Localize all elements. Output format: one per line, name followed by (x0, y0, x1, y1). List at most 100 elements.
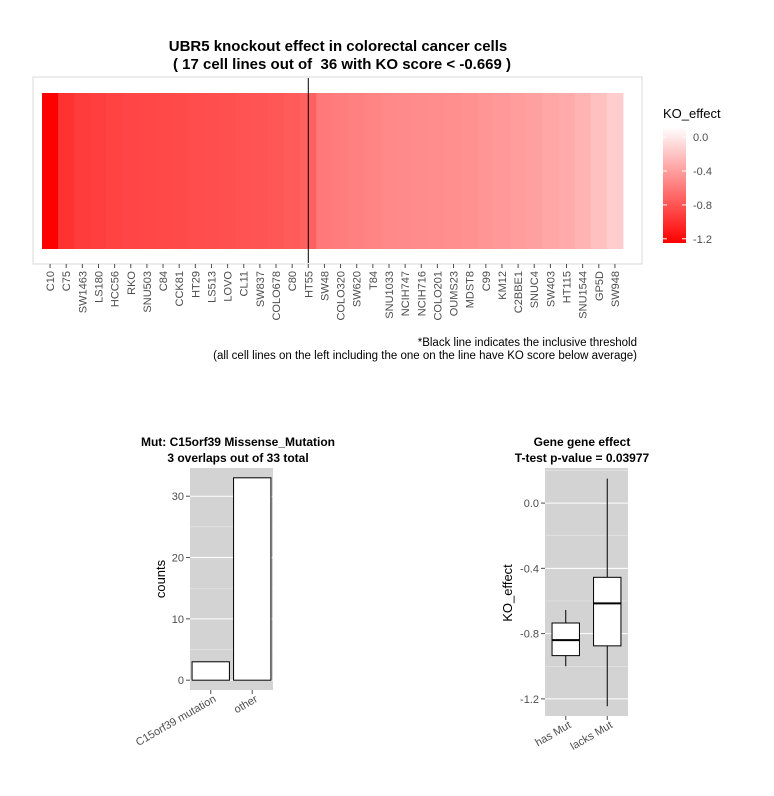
heatmap-cell-colo201 (429, 93, 446, 249)
heatmap-cell-rko (122, 93, 140, 249)
heatmap-tick-label-ls513: LS513 (206, 271, 218, 303)
legend-tick-label-2: -0.8 (693, 200, 712, 212)
heatmap-cell-ls180 (90, 93, 107, 249)
heatmap-cell-c75 (58, 93, 75, 249)
bar-y-axis-label: counts (153, 559, 168, 598)
heatmap-cell-ncih747 (397, 93, 414, 249)
heatmap-cell-colo678 (267, 93, 285, 249)
box-x-tick-label-lacks-mut: lacks Mut (569, 719, 615, 753)
heatmap-cell-hcc56 (106, 93, 124, 249)
box-y-axis-label: KO_effect (500, 564, 515, 622)
heatmap-tick-label-colo678: COLO678 (271, 271, 283, 321)
heatmap-tick-label-rko: RKO (126, 271, 138, 295)
heatmap-cell-c10 (42, 93, 59, 249)
heatmap-tick-label-snuc4: SNUC4 (529, 271, 541, 308)
heatmap-cell-ncih716 (413, 93, 430, 249)
legend-tick-label-3: -1.2 (693, 234, 712, 246)
bar-x-tick-label-c15orf39-mutation: C15orf39 mutation (134, 693, 218, 749)
heatmap-tick-label-c80: C80 (287, 271, 299, 291)
heatmap-tick-label-snu503: SNU503 (142, 271, 154, 313)
legend-title: KO_effect (663, 106, 721, 121)
threshold-note-detail: (all cell lines on the left including th… (213, 350, 637, 362)
heatmap-cell-oums23 (445, 93, 463, 249)
box-y-tick-label-1: -0.4 (520, 563, 539, 575)
heatmap-tick-label-ht29: HT29 (190, 271, 202, 298)
heatmap-tick-label-ncih747: NCIH747 (400, 271, 412, 316)
heatmap-subtitle: ( 17 cell lines out of 36 with KO score … (173, 56, 511, 73)
heatmap-tick-label-ht115: HT115 (562, 271, 574, 303)
heatmap-cell-snu1544 (574, 93, 592, 249)
heatmap-cell-snu1033 (380, 93, 398, 249)
bar-chart: Mut: C15orf39 Missense_Mutation 3 overla… (134, 435, 335, 749)
heatmap-cell-c2bbe1 (510, 93, 527, 249)
legend-tick-label-0: 0.0 (693, 132, 708, 144)
heatmap-tick-label-sw403: SW403 (545, 271, 557, 307)
heatmap-cell-colo320 (332, 93, 350, 249)
heatmap-tick-label-oums23: OUMS23 (449, 271, 461, 316)
heatmap-tick-label-gp5d: GP5D (594, 271, 606, 301)
box-y-axis: 0.0 -0.4 -0.8 -1.2 (520, 498, 545, 706)
heatmap-tick-label-colo320: COLO320 (336, 271, 348, 321)
heatmap-cell-ht29 (187, 93, 204, 249)
heatmap-cell-sw48 (316, 93, 333, 249)
colorbar-legend: KO_effect 0.0 -0.4 -0.8 -1.2 (663, 106, 721, 246)
bar-c15orf39-mutation (191, 661, 230, 681)
heatmap-tick-label-sw948: SW948 (610, 271, 622, 307)
bar-y-axis: 0 10 20 30 (172, 491, 190, 687)
heatmap-x-ticks (49, 264, 616, 268)
heatmap-cell-cl11 (235, 93, 253, 249)
heatmap-tick-label-sw48: SW48 (319, 271, 331, 301)
bar-y-tick-label-30: 30 (172, 491, 184, 503)
heatmap-tick-label-mdst8: MDST8 (465, 271, 477, 308)
heatmap-cell-cck81 (171, 93, 188, 249)
box-chart: Gene gene effect T-test p-value = 0.0397… (500, 435, 650, 753)
heatmap-cell-c99 (477, 93, 495, 249)
box-y-tick-label-2: -0.8 (520, 629, 539, 641)
legend-ticks: 0.0 -0.4 -0.8 -1.2 (663, 132, 712, 246)
heatmap-tick-label-km12: KM12 (497, 271, 509, 300)
bar-other (233, 477, 272, 681)
heatmap-cell-c80 (284, 93, 301, 249)
bar-y-tick-label-0: 0 (178, 675, 184, 687)
heatmap-tick-label-c75: C75 (61, 271, 73, 291)
box-gridlines (545, 470, 628, 700)
box-chart-subtitle: T-test p-value = 0.03977 (515, 451, 650, 465)
heatmap-x-tick-labels: C10 C75 SW1463 LS180 HCC56 RKO SNU503 C84 CCK81 H… (45, 271, 622, 321)
heatmap-tick-label-colo201: COLO201 (432, 271, 444, 321)
heatmap-tick-label-ls180: LS180 (93, 271, 105, 303)
heatmap-tick-label-sw620: SW620 (352, 271, 364, 307)
heatmap-cell-sw620 (348, 93, 366, 249)
heatmap-tick-label-snu1033: SNU1033 (384, 271, 396, 319)
threshold-note: *Black line indicates the inclusive thre… (418, 337, 637, 349)
heatmap-tick-label-ht55: HT55 (303, 271, 315, 298)
heatmap-tick-label-hcc56: HCC56 (110, 271, 122, 307)
heatmap-cell-gp5d (590, 93, 608, 249)
box-marks (551, 478, 622, 707)
heatmap-cell-ls513 (203, 93, 220, 249)
heatmap-tick-label-c2bbe1: C2BBE1 (513, 271, 525, 313)
heatmap-chart: UBR5 knockout effect in colorectal cance… (32, 38, 721, 362)
box-x-tick-label-has-mut: has Mut (533, 719, 573, 749)
heatmap-cells (42, 93, 624, 249)
bar-y-tick-label-20: 20 (172, 553, 184, 565)
heatmap-cell-sw403 (542, 93, 559, 249)
heatmap-cell-sw837 (251, 93, 269, 249)
bar-x-tick-label-other: other (232, 693, 260, 716)
bar-y-tick-label-10: 10 (172, 614, 184, 626)
heatmap-cell-c84 (154, 93, 172, 249)
heatmap-cell-ht115 (558, 93, 575, 249)
legend-colorbar (663, 127, 686, 243)
heatmap-tick-label-c84: C84 (158, 271, 170, 291)
heatmap-cell-lovo (219, 93, 237, 249)
heatmap-tick-label-c99: C99 (481, 271, 493, 291)
heatmap-tick-label-cck81: CCK81 (174, 271, 186, 306)
heatmap-tick-label-sw837: SW837 (255, 271, 267, 307)
heatmap-tick-label-cl11: CL11 (239, 271, 251, 296)
heatmap-cell-t84 (364, 93, 382, 249)
heatmap-tick-label-t84: T84 (368, 271, 380, 290)
box-chart-title: Gene gene effect (534, 435, 631, 449)
box-y-tick-label-0: 0.0 (524, 498, 539, 510)
legend-tick-label-1: -0.4 (693, 166, 712, 178)
